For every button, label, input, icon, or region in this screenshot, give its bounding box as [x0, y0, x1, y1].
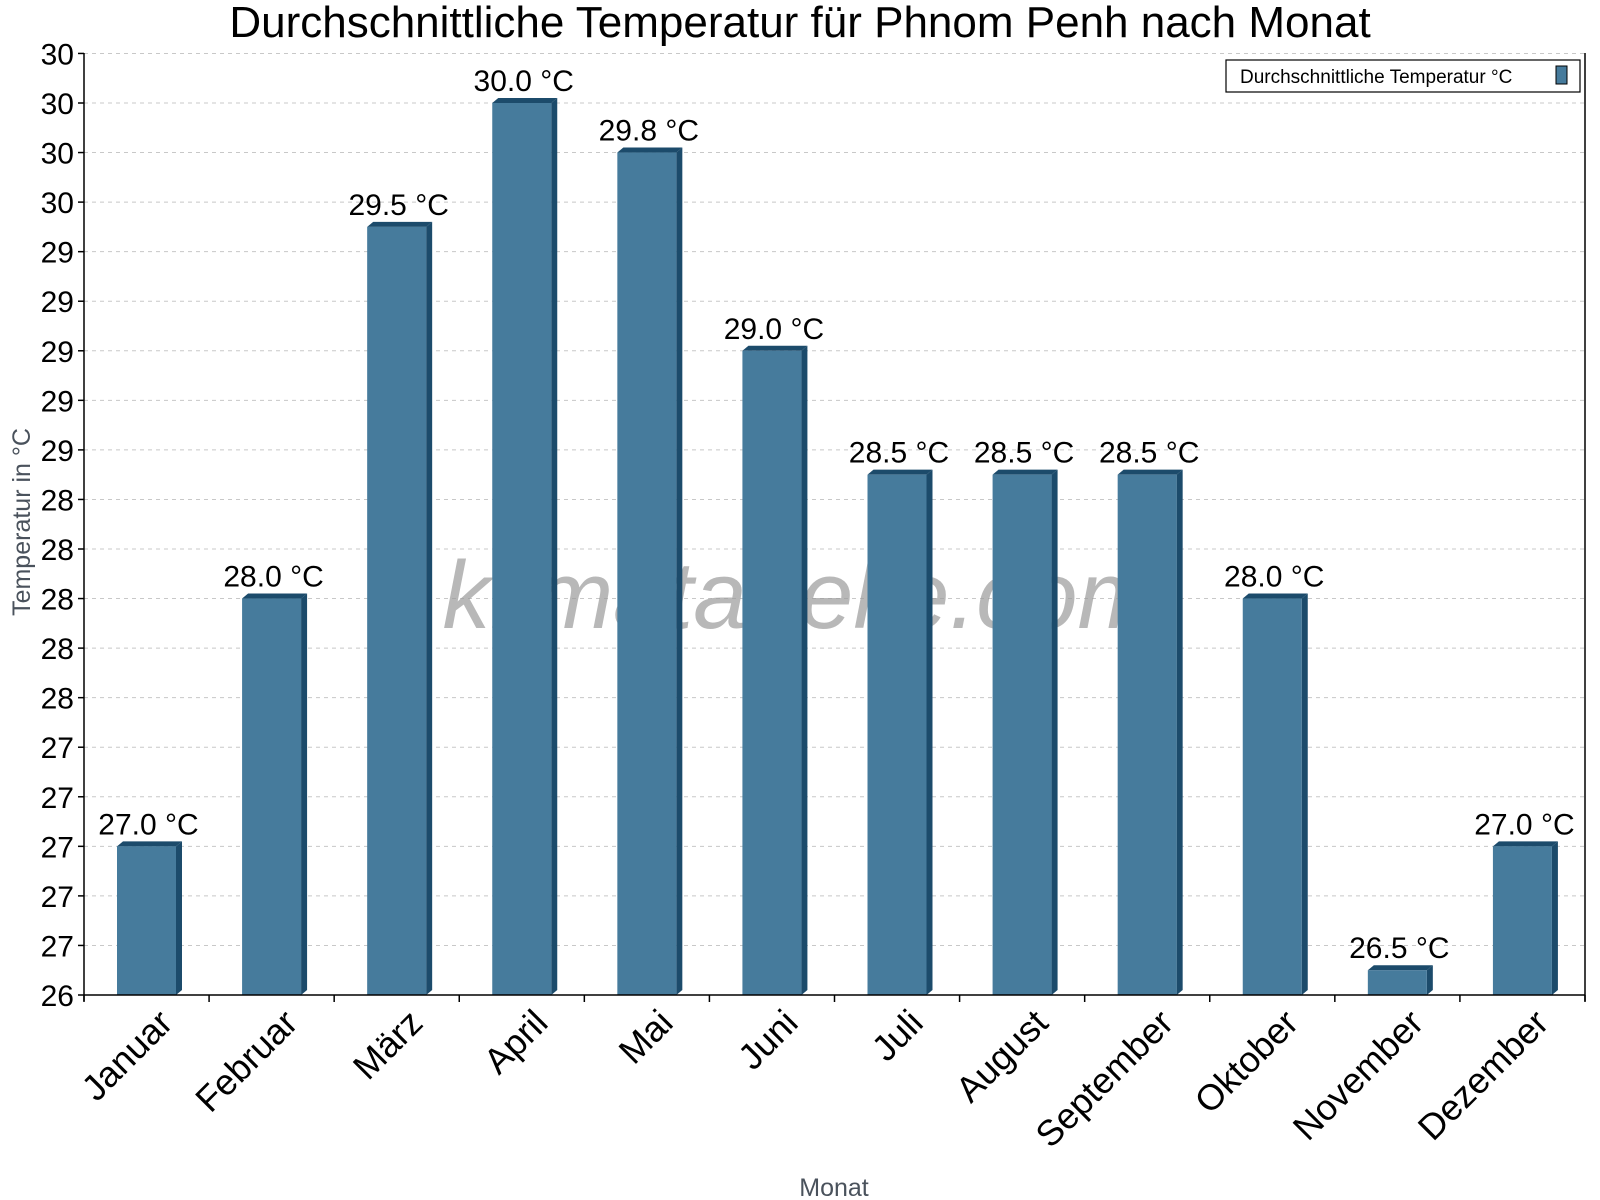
x-tick-label: Oktober — [1186, 1002, 1306, 1122]
value-label: 28.0 °C — [1224, 561, 1324, 594]
y-tick-label: 28 — [41, 484, 74, 517]
y-tick-label: 29 — [41, 237, 74, 270]
y-axis-label: Temperatur in °C — [8, 428, 36, 616]
y-tick-label: 27 — [41, 881, 74, 914]
bar-november: 26.5 °C — [1349, 932, 1450, 995]
bar-märz: 29.5 °C — [348, 189, 449, 995]
y-tick-label: 28 — [41, 584, 74, 617]
value-label: 26.5 °C — [1349, 932, 1449, 965]
bar-september: 28.5 °C — [1099, 437, 1199, 996]
axes — [83, 53, 1586, 1001]
x-tick-label: Januar — [73, 1002, 180, 1109]
value-label: 29.8 °C — [599, 115, 699, 148]
y-tick-label: 30 — [41, 138, 74, 171]
bar-mai: 29.8 °C — [599, 115, 699, 996]
bar-august: 28.5 °C — [974, 437, 1074, 996]
x-tick-label: Juli — [864, 1002, 931, 1069]
bar-april: 30.0 °C — [474, 65, 574, 995]
y-tick-label: 28 — [41, 633, 74, 666]
x-tick-label: Juni — [730, 1002, 806, 1078]
x-tick-label: November — [1285, 1002, 1431, 1148]
y-tick-label: 29 — [41, 286, 74, 319]
value-label: 28.5 °C — [1099, 437, 1199, 470]
y-tick-label: 30 — [41, 187, 74, 220]
bar-juni: 29.0 °C — [724, 313, 824, 995]
x-tick-label: April — [476, 1002, 556, 1082]
gridlines — [84, 52, 1585, 946]
y-tick-label: 29 — [41, 336, 74, 369]
legend-swatch — [1555, 65, 1568, 85]
value-label: 28.0 °C — [223, 561, 323, 594]
y-tick-label: 27 — [41, 831, 74, 864]
legend-label: Durchschnittliche Temperatur °C — [1240, 67, 1512, 88]
x-tick-label: Mai — [611, 1002, 681, 1072]
y-tick-label: 28 — [41, 683, 74, 716]
value-label: 29.5 °C — [348, 189, 448, 222]
x-axis-ticks: Januar Februar März April Mai Juni Juli AugustS… — [73, 995, 1586, 1156]
x-tick-label: März — [345, 1002, 431, 1088]
value-label: 27.0 °C — [98, 808, 198, 841]
y-tick-label: 30 — [41, 38, 74, 71]
value-label: 29.0 °C — [724, 313, 824, 346]
legend: Durchschnittliche Temperatur °C — [1225, 59, 1581, 93]
chart-title: Durchschnittliche Temperatur für Phnom P… — [229, 0, 1370, 47]
y-tick-label: 26 — [41, 980, 74, 1013]
x-tick-label: Februar — [187, 1002, 305, 1120]
y-tick-label: 29 — [41, 385, 74, 418]
bar-juli: 28.5 °C — [849, 437, 949, 996]
value-label: 28.5 °C — [974, 437, 1074, 470]
bar-februar: 28.0 °C — [223, 561, 324, 995]
bars: 27.0 °C 28.0 °C 29.5 °C 30.0 °C 29.8 °C 29.0 … — [98, 65, 1575, 996]
y-tick-label: 27 — [41, 930, 74, 963]
x-axis-label: Monat — [799, 1174, 869, 1200]
bar-dezember: 27.0 °C — [1474, 808, 1575, 995]
y-tick-label: 27 — [41, 782, 74, 815]
y-tick-label: 28 — [41, 534, 74, 567]
y-tick-label: 30 — [41, 88, 74, 121]
bar-januar: 27.0 °C — [98, 808, 199, 995]
y-tick-label: 29 — [41, 435, 74, 468]
x-tick-label: Dezember — [1410, 1002, 1556, 1148]
value-label: 27.0 °C — [1474, 808, 1574, 841]
legend-box — [1225, 59, 1581, 93]
bar-oktober: 28.0 °C — [1224, 561, 1324, 995]
x-tick-label: August — [948, 1002, 1056, 1110]
y-tick-label: 27 — [41, 732, 74, 765]
value-label: 30.0 °C — [474, 65, 574, 98]
y-axis-ticks: 26 27 27 27 27 27 28 28 28 28 28 29 29 29 29 29 30 30 30 30 — [41, 38, 84, 1013]
x-tick-label: September — [1027, 1002, 1181, 1156]
value-label: 28.5 °C — [849, 437, 949, 470]
